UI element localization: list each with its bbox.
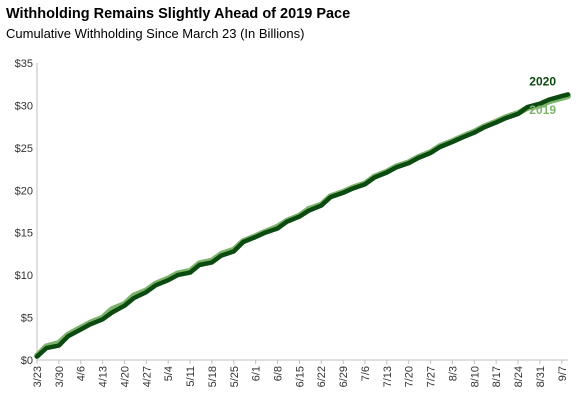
x-tick-label: 4/27 bbox=[141, 366, 153, 387]
x-tick-label: 6/8 bbox=[273, 366, 285, 381]
x-tick-label: 7/20 bbox=[404, 366, 416, 387]
x-tick-label: 6/15 bbox=[294, 366, 306, 387]
x-tick-label: 9/7 bbox=[557, 366, 569, 381]
x-tick-label: 5/11 bbox=[185, 366, 197, 387]
x-axis-ticks: 3/23 3/30 4/6 4/13 4/20 4/27 5/4 5/11 5/18 5/25 6/… bbox=[32, 360, 569, 387]
x-tick-label: 4/13 bbox=[98, 366, 110, 387]
y-tick-label: $15 bbox=[15, 228, 33, 240]
x-tick-label: 7/6 bbox=[360, 366, 372, 381]
y-tick-label: $25 bbox=[15, 143, 33, 155]
y-tick-label: $5 bbox=[21, 313, 33, 325]
y-tick-label: $35 bbox=[15, 58, 33, 70]
y-tick-label: $30 bbox=[15, 100, 33, 112]
y-tick-label: $10 bbox=[15, 270, 33, 282]
x-tick-label: 8/17 bbox=[491, 366, 503, 387]
x-tick-label: 8/3 bbox=[447, 366, 459, 381]
series-line-2020 bbox=[34, 92, 571, 359]
x-tick-label: 8/24 bbox=[513, 366, 525, 387]
x-tick-label: 7/13 bbox=[382, 366, 394, 387]
x-tick-label: 4/20 bbox=[119, 366, 131, 387]
y-axis-ticks: $0 $5 $10 $15 $20 $25 $30 $35 bbox=[15, 58, 33, 367]
x-tick-label: 5/4 bbox=[163, 366, 175, 381]
x-tick-label: 3/30 bbox=[54, 366, 66, 387]
chart-subtitle: Cumulative Withholding Since March 23 (I… bbox=[6, 26, 305, 41]
series-labels: 2019 2020 bbox=[529, 74, 556, 117]
series-line-2019 bbox=[34, 93, 571, 359]
x-tick-label: 8/10 bbox=[469, 366, 481, 387]
x-tick-label: 6/1 bbox=[251, 366, 263, 381]
x-tick-label: 3/23 bbox=[32, 366, 44, 387]
x-tick-label: 5/18 bbox=[207, 366, 219, 387]
x-tick-label: 4/6 bbox=[76, 366, 88, 381]
y-tick-label: $20 bbox=[15, 185, 33, 197]
x-tick-label: 6/29 bbox=[338, 366, 350, 387]
series-label-2019: 2019 bbox=[529, 103, 556, 117]
series-lines bbox=[34, 92, 571, 359]
series-label-2020: 2020 bbox=[529, 74, 556, 88]
x-tick-label: 5/25 bbox=[229, 366, 241, 387]
x-tick-label: 7/27 bbox=[426, 366, 438, 387]
chart-title: Withholding Remains Slightly Ahead of 20… bbox=[6, 6, 351, 22]
y-tick-label: $0 bbox=[21, 355, 33, 367]
x-tick-label: 8/31 bbox=[535, 366, 547, 387]
x-tick-label: 6/22 bbox=[316, 366, 328, 387]
